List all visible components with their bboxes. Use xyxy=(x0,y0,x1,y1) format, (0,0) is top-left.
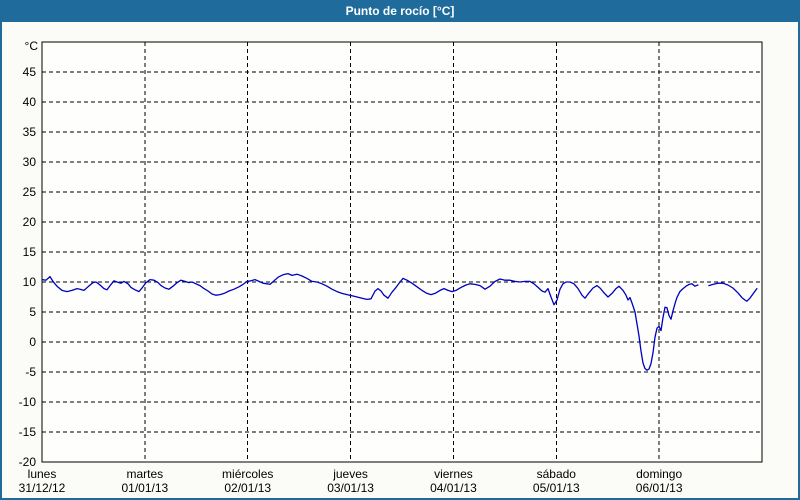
y-tick-label: 5 xyxy=(29,305,36,319)
series-line xyxy=(708,282,758,302)
plot-border xyxy=(41,41,763,463)
date-label: 05/01/13 xyxy=(533,481,580,495)
y-tick-label: 15 xyxy=(23,245,37,259)
date-label: 02/01/13 xyxy=(224,481,271,495)
y-tick-label: 40 xyxy=(23,95,37,109)
y-tick-label: 35 xyxy=(23,125,37,139)
day-label: miércoles xyxy=(222,467,273,481)
y-tick-label: -10 xyxy=(19,395,37,409)
y-tick-label: -15 xyxy=(19,425,37,439)
y-tick-label: 20 xyxy=(23,215,37,229)
y-tick-label: -5 xyxy=(25,365,36,379)
y-axis-unit-label: °C xyxy=(25,39,39,53)
y-tick-label: -20 xyxy=(19,455,37,469)
window-title: Punto de rocío [°C] xyxy=(345,4,455,18)
day-label: domingo xyxy=(636,467,682,481)
date-label: 31/12/12 xyxy=(19,481,66,495)
y-tick-label: 0 xyxy=(29,335,36,349)
series-line xyxy=(41,272,699,371)
y-tick-label: 25 xyxy=(23,185,37,199)
day-label: sábado xyxy=(537,467,577,481)
date-label: 06/01/13 xyxy=(636,481,683,495)
y-tick-label: 10 xyxy=(23,275,37,289)
y-tick-label: 30 xyxy=(23,155,37,169)
y-tick-label: 45 xyxy=(23,65,37,79)
day-label: viernes xyxy=(434,467,473,481)
title-bar: Punto de rocío [°C] xyxy=(0,0,800,22)
date-label: 03/01/13 xyxy=(327,481,374,495)
date-label: 04/01/13 xyxy=(430,481,477,495)
date-label: 01/01/13 xyxy=(121,481,168,495)
day-label: lunes xyxy=(28,467,57,481)
day-label: jueves xyxy=(332,467,368,481)
day-label: martes xyxy=(127,467,164,481)
